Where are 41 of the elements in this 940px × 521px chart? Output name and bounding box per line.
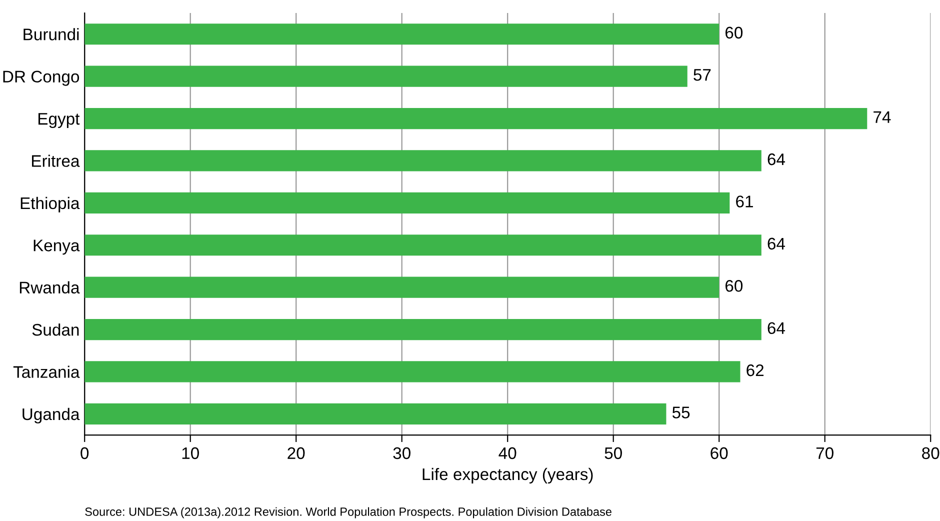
data-label: 74 <box>874 111 891 123</box>
y-tick-label: Ethiopia <box>20 196 80 212</box>
bar <box>84 318 762 340</box>
y-tick-label: Rwanda <box>20 281 80 294</box>
x-tick-label: 30 <box>393 447 410 460</box>
x-tick-label: 80 <box>922 447 940 460</box>
x-tick-label: 10 <box>182 447 199 460</box>
x-tick-label: 20 <box>288 447 305 460</box>
y-tick-label: Eritrea <box>32 154 80 167</box>
data-label: 60 <box>726 280 743 292</box>
bar <box>84 24 720 45</box>
bar <box>84 108 868 130</box>
data-label: 64 <box>768 322 786 334</box>
y-tick-label: Sudan <box>32 323 79 336</box>
y-tick-label: DR Congo <box>3 70 80 86</box>
x-tick-label: 40 <box>498 447 516 460</box>
x-tick-label: 60 <box>710 447 728 460</box>
data-label: 57 <box>694 69 711 81</box>
bar <box>84 150 762 172</box>
y-tick-label: Kenya <box>34 240 80 255</box>
x-tick-label: 0 <box>80 447 89 460</box>
bar <box>84 361 740 382</box>
x-tick-label: 70 <box>816 447 834 460</box>
data-label: 60 <box>726 26 743 39</box>
x-axis-title: Life expectancy (years) <box>422 468 593 484</box>
x-tick-label: 50 <box>604 447 622 460</box>
data-label: 64 <box>768 153 786 166</box>
data-label: 55 <box>672 406 690 418</box>
bar <box>84 192 730 214</box>
y-tick-label: Tanzania <box>13 366 80 378</box>
bar <box>84 234 762 256</box>
data-label: 62 <box>746 364 764 376</box>
source-note: Source: UNDESA (2013a).2012 Revision. World Population Prospects. Population Division Database <box>85 507 612 518</box>
y-tick-label: Burundi <box>24 28 79 40</box>
y-tick-label: Egypt <box>38 113 80 128</box>
data-label: 61 <box>736 196 753 208</box>
bar <box>84 276 720 298</box>
data-label: 64 <box>768 238 786 250</box>
y-tick-label: Uganda <box>22 408 80 424</box>
bar <box>84 66 688 87</box>
bar <box>84 403 666 424</box>
